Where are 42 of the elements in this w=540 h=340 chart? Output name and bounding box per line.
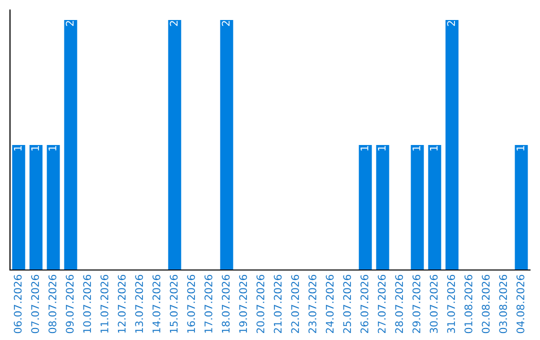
x-tick-label: 25.07.2026 xyxy=(343,274,352,334)
x-tick-label: 24.07.2026 xyxy=(326,274,334,334)
x-tick-label: 13.07.2026 xyxy=(135,274,144,333)
x-tick-label: 22.07.2026 xyxy=(291,274,300,334)
x-tick-label: 08.07.2026 xyxy=(48,274,56,334)
data-label: 1 xyxy=(378,146,386,150)
data-label: 2 xyxy=(66,21,74,26)
x-tick-label: 04.08.2026 xyxy=(516,274,524,334)
data-label: 1 xyxy=(412,146,420,150)
x-tick-label: 07.07.2026 xyxy=(31,274,40,334)
x-tick-label: 26.07.2026 xyxy=(360,274,368,334)
x-tick-label: 23.07.2026 xyxy=(308,274,316,334)
data-label: 1 xyxy=(430,146,438,150)
x-tick-label: 18.07.2026 xyxy=(222,274,230,333)
x-tick-label: 11.07.2026 xyxy=(100,274,108,333)
data-label: 1 xyxy=(48,146,56,150)
x-tick-label: 17.07.2026 xyxy=(204,274,212,333)
x-tick-label: 27.07.2026 xyxy=(378,274,386,334)
x-tick-label: 09.07.2026 xyxy=(66,274,74,334)
x-tick-label: 12.07.2026 xyxy=(118,274,126,333)
x-tick-label: 03.08.2026 xyxy=(499,274,508,334)
x-tick-label: 29.07.2026 xyxy=(412,274,420,334)
x-tick-label: 30.07.2026 xyxy=(430,274,438,334)
x-tick-label: 21.07.2026 xyxy=(274,274,282,334)
data-label: 1 xyxy=(516,146,524,150)
x-tick-label: 10.07.2026 xyxy=(83,274,92,333)
data-label: 2 xyxy=(222,21,230,26)
data-label: 2 xyxy=(170,21,178,26)
x-tick-label: 28.07.2026 xyxy=(395,274,404,334)
x-tick-label: 16.07.2026 xyxy=(187,274,196,333)
x-tick-label: 20.07.2026 xyxy=(256,274,264,334)
x-tick-label: 14.07.2026 xyxy=(152,274,160,333)
x-tick-label: 02.08.2026 xyxy=(482,274,490,334)
data-label: 1 xyxy=(31,146,39,150)
x-tick-label: 31.07.2026 xyxy=(447,274,456,334)
x-tick-label: 15.07.2026 xyxy=(170,274,178,333)
data-label: 2 xyxy=(447,21,455,26)
x-tick-label: 06.07.2026 xyxy=(14,274,22,334)
x-tick-label: 01.08.2026 xyxy=(464,274,472,334)
x-tick-label: 19.07.2026 xyxy=(239,274,248,333)
data-label: 1 xyxy=(14,146,22,150)
data-label: 1 xyxy=(360,146,368,150)
